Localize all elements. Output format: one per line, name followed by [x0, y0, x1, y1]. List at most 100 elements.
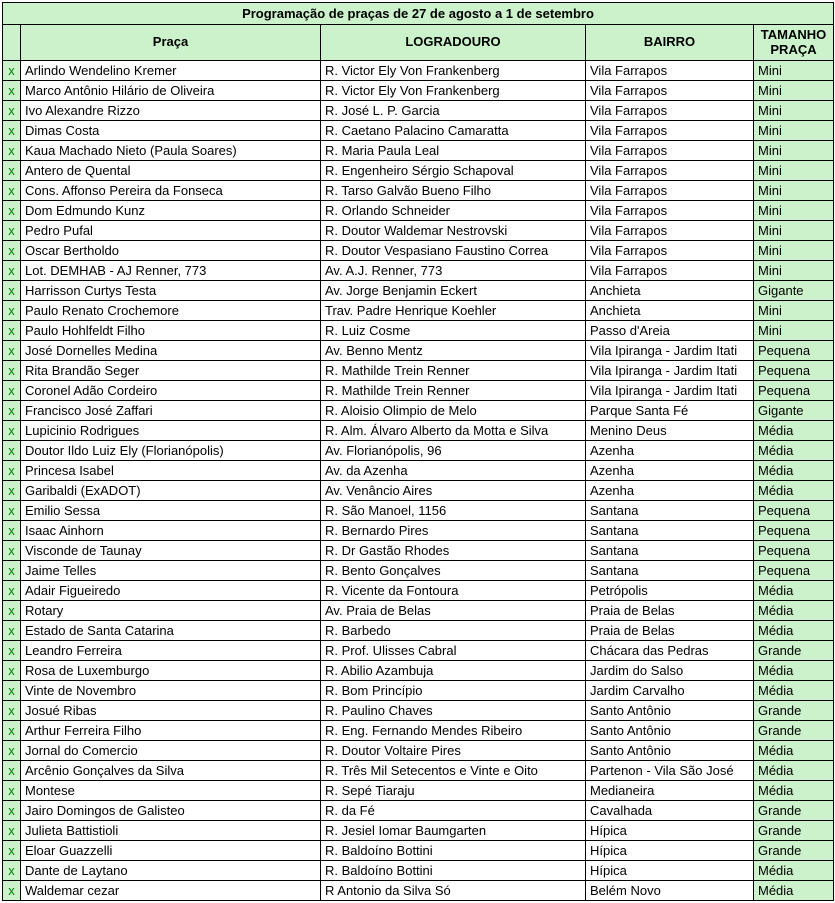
row-mark: x — [3, 701, 21, 721]
table-row: xDante de LaytanoR. Baldoíno BottiniHípi… — [3, 861, 834, 881]
cell-praca: Francisco José Zaffari — [21, 401, 321, 421]
row-mark: x — [3, 161, 21, 181]
cell-bairro: Vila Farrapos — [586, 181, 754, 201]
cell-bairro: Vila Farrapos — [586, 221, 754, 241]
table-row: xKaua Machado Nieto (Paula Soares)R. Mar… — [3, 141, 834, 161]
cell-praca: Lot. DEMHAB - AJ Renner, 773 — [21, 261, 321, 281]
cell-tamanho: Gigante — [754, 281, 834, 301]
cell-logradouro: R. Luiz Cosme — [321, 321, 586, 341]
cell-bairro: Vila Farrapos — [586, 121, 754, 141]
cell-praca: Doutor Ildo Luiz Ely (Florianópolis) — [21, 441, 321, 461]
cell-tamanho: Pequena — [754, 541, 834, 561]
table-row: xPedro PufalR. Doutor Waldemar Nestrovsk… — [3, 221, 834, 241]
cell-logradouro: R. José L. P. Garcia — [321, 101, 586, 121]
cell-logradouro: R. Victor Ely Von Frankenberg — [321, 61, 586, 81]
row-mark: x — [3, 301, 21, 321]
cell-tamanho: Mini — [754, 301, 834, 321]
cell-bairro: Vila Farrapos — [586, 261, 754, 281]
cell-praca: Paulo Renato Crochemore — [21, 301, 321, 321]
row-mark: x — [3, 421, 21, 441]
cell-logradouro: R. Baldoíno Bottini — [321, 841, 586, 861]
cell-tamanho: Grande — [754, 641, 834, 661]
cell-tamanho: Média — [754, 421, 834, 441]
table-row: xJairo Domingos de GalisteoR. da FéCaval… — [3, 801, 834, 821]
cell-tamanho: Mini — [754, 321, 834, 341]
table-row: xVisconde de TaunayR. Dr Gastão RhodesSa… — [3, 541, 834, 561]
cell-praca: Pedro Pufal — [21, 221, 321, 241]
cell-bairro: Belém Novo — [586, 881, 754, 901]
cell-logradouro: Av. Benno Mentz — [321, 341, 586, 361]
cell-logradouro: R. Alm. Álvaro Alberto da Motta e Silva — [321, 421, 586, 441]
row-mark: x — [3, 841, 21, 861]
table-row: xAntero de QuentalR. Engenheiro Sérgio S… — [3, 161, 834, 181]
cell-tamanho: Pequena — [754, 381, 834, 401]
cell-praca: Julieta Battistioli — [21, 821, 321, 841]
cell-praca: Eloar Guazzelli — [21, 841, 321, 861]
cell-logradouro: R. Prof. Ulisses Cabral — [321, 641, 586, 661]
cell-logradouro: R. Aloisio Olimpio de Melo — [321, 401, 586, 421]
table-row: xRita Brandão SegerR. Mathilde Trein Ren… — [3, 361, 834, 381]
table-row: xDom Edmundo KunzR. Orlando SchneiderVil… — [3, 201, 834, 221]
table-row: xArcênio Gonçalves da SilvaR. Três Mil S… — [3, 761, 834, 781]
cell-logradouro: R. Abilio Azambuja — [321, 661, 586, 681]
cell-logradouro: R. Doutor Waldemar Nestrovski — [321, 221, 586, 241]
cell-logradouro: R. Eng. Fernando Mendes Ribeiro — [321, 721, 586, 741]
cell-bairro: Menino Deus — [586, 421, 754, 441]
row-mark: x — [3, 121, 21, 141]
cell-logradouro: Av. Venâncio Aires — [321, 481, 586, 501]
cell-bairro: Chácara das Pedras — [586, 641, 754, 661]
row-mark: x — [3, 261, 21, 281]
cell-bairro: Vila Farrapos — [586, 161, 754, 181]
row-mark: x — [3, 141, 21, 161]
cell-bairro: Praia de Belas — [586, 601, 754, 621]
row-mark: x — [3, 681, 21, 701]
cell-praca: José Dornelles Medina — [21, 341, 321, 361]
row-mark: x — [3, 641, 21, 661]
table-row: xPaulo Hohlfeldt FilhoR. Luiz CosmePasso… — [3, 321, 834, 341]
cell-praca: Kaua Machado Nieto (Paula Soares) — [21, 141, 321, 161]
table-row: xMarco Antônio Hilário de OliveiraR. Vic… — [3, 81, 834, 101]
cell-tamanho: Média — [754, 461, 834, 481]
cell-praca: Coronel Adão Cordeiro — [21, 381, 321, 401]
cell-praca: Isaac Ainhorn — [21, 521, 321, 541]
table-row: xArlindo Wendelino KremerR. Victor Ely V… — [3, 61, 834, 81]
table-row: xArthur Ferreira FilhoR. Eng. Fernando M… — [3, 721, 834, 741]
cell-bairro: Azenha — [586, 441, 754, 461]
col-header-bairro: BAIRRO — [586, 25, 754, 61]
row-mark: x — [3, 821, 21, 841]
table-row: xCoronel Adão CordeiroR. Mathilde Trein … — [3, 381, 834, 401]
cell-praca: Antero de Quental — [21, 161, 321, 181]
cell-bairro: Hípica — [586, 861, 754, 881]
row-mark: x — [3, 181, 21, 201]
cell-bairro: Hípica — [586, 821, 754, 841]
cell-tamanho: Média — [754, 861, 834, 881]
cell-praca: Estado de Santa Catarina — [21, 621, 321, 641]
row-mark: x — [3, 381, 21, 401]
cell-praca: Arthur Ferreira Filho — [21, 721, 321, 741]
cell-tamanho: Grande — [754, 801, 834, 821]
cell-praca: Vinte de Novembro — [21, 681, 321, 701]
row-mark: x — [3, 461, 21, 481]
cell-tamanho: Mini — [754, 121, 834, 141]
table-row: xLupicinio RodriguesR. Alm. Álvaro Alber… — [3, 421, 834, 441]
cell-tamanho: Pequena — [754, 501, 834, 521]
cell-praca: Rotary — [21, 601, 321, 621]
row-mark: x — [3, 241, 21, 261]
cell-tamanho: Mini — [754, 61, 834, 81]
cell-bairro: Vila Farrapos — [586, 241, 754, 261]
cell-logradouro: R. Paulino Chaves — [321, 701, 586, 721]
table-row: xDoutor Ildo Luiz Ely (Florianópolis)Av.… — [3, 441, 834, 461]
cell-tamanho: Média — [754, 581, 834, 601]
cell-praca: Jaime Telles — [21, 561, 321, 581]
row-mark: x — [3, 281, 21, 301]
cell-tamanho: Média — [754, 741, 834, 761]
table-row: xEmilio SessaR. São Manoel, 1156SantanaP… — [3, 501, 834, 521]
table-row: xJosué RibasR. Paulino ChavesSanto Antôn… — [3, 701, 834, 721]
cell-tamanho: Pequena — [754, 521, 834, 541]
cell-praca: Marco Antônio Hilário de Oliveira — [21, 81, 321, 101]
table-row: xRotaryAv. Praia de BelasPraia de BelasM… — [3, 601, 834, 621]
cell-bairro: Jardim Carvalho — [586, 681, 754, 701]
cell-logradouro: R. Bom Princípio — [321, 681, 586, 701]
row-mark: x — [3, 101, 21, 121]
row-mark: x — [3, 321, 21, 341]
